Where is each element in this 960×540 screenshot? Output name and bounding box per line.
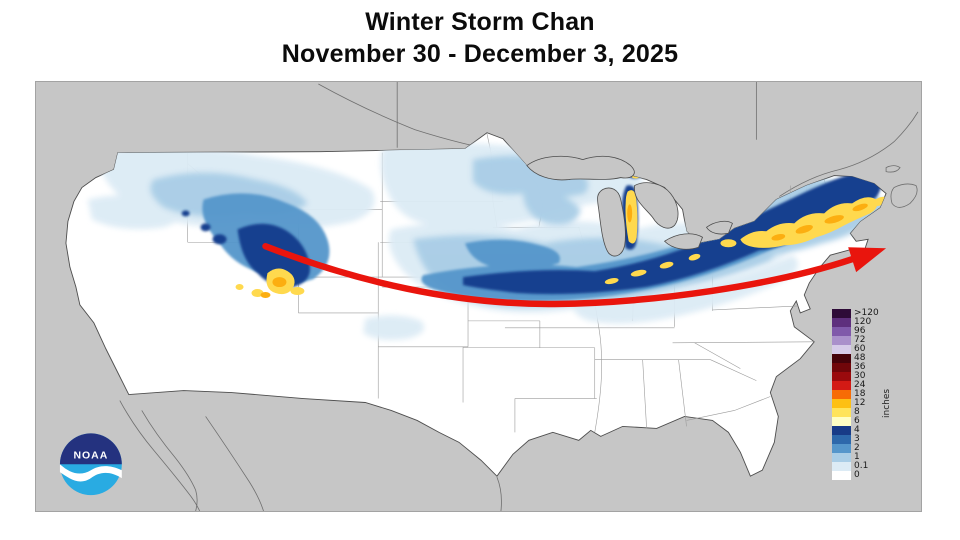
legend-label: 2	[854, 443, 860, 453]
legend-swatch	[832, 309, 851, 318]
snowfall-map: NOAA >120 120 96 72 60 48 36 30 24 18 12 8 6 4 3 2 1 0.1 0…	[35, 81, 922, 512]
legend-row: 2	[832, 444, 879, 453]
legend-label: 48	[854, 353, 866, 363]
legend-label: 8	[854, 407, 860, 417]
us-map-svg: NOAA	[36, 82, 921, 511]
legend-swatch	[832, 390, 851, 399]
legend-label: >120	[854, 308, 879, 318]
legend-label: 24	[854, 380, 866, 390]
legend-swatch	[832, 408, 851, 417]
legend-row: 4	[832, 426, 879, 435]
neighbor-country-lines	[119, 82, 919, 511]
noaa-gull-icon	[59, 464, 122, 482]
legend-label: 4	[854, 425, 860, 435]
legend-row: 0.1	[832, 462, 879, 471]
legend-label: 18	[854, 389, 866, 399]
legend-swatch	[832, 462, 851, 471]
legend-row: >120	[832, 309, 879, 318]
legend-label: 3	[854, 434, 860, 444]
legend-swatch	[832, 354, 851, 363]
legend-swatch	[832, 453, 851, 462]
noaa-logo: NOAA	[59, 433, 122, 496]
legend-row: 18	[832, 390, 879, 399]
legend-row: 48	[832, 354, 879, 363]
legend-row: 30	[832, 372, 879, 381]
legend-row: 1	[832, 453, 879, 462]
legend-label: 96	[854, 326, 866, 336]
legend-label: 0.1	[854, 461, 869, 471]
legend-swatch	[832, 444, 851, 453]
legend-label: 72	[854, 335, 866, 345]
legend-swatch	[832, 318, 851, 327]
page-subtitle: November 30 - December 3, 2025	[281, 40, 679, 68]
noaa-logo-text: NOAA	[73, 450, 108, 461]
legend-label: 6	[854, 416, 860, 426]
legend-swatch	[832, 372, 851, 381]
legend-label: 1	[854, 452, 860, 462]
legend-label: 0	[854, 470, 860, 480]
snowfall-legend: >120 120 96 72 60 48 36 30 24 18 12 8 6 4 3 2 1 0.1 0	[832, 309, 879, 480]
legend-row: 36	[832, 363, 879, 372]
title-block: Winter Storm Chan November 30 - December…	[0, 6, 960, 70]
legend-swatch	[832, 435, 851, 444]
page-title: Winter Storm Chan	[365, 8, 595, 36]
storm-track-arrow	[262, 242, 887, 308]
legend-swatch	[832, 426, 851, 435]
legend-swatch	[832, 417, 851, 426]
legend-row: 3	[832, 435, 879, 444]
legend-label: 12	[854, 398, 866, 408]
legend-swatch	[832, 381, 851, 390]
legend-swatch	[832, 345, 851, 354]
legend-row: 60	[832, 345, 879, 354]
legend-label: 36	[854, 362, 866, 372]
legend-swatch	[832, 336, 851, 345]
legend-swatch	[832, 399, 851, 408]
legend-row: 0	[832, 471, 879, 480]
legend-row: 12	[832, 399, 879, 408]
legend-row: 72	[832, 336, 879, 345]
legend-swatch	[832, 471, 851, 480]
legend-row: 24	[832, 381, 879, 390]
legend-row: 96	[832, 327, 879, 336]
legend-unit-label: inches	[882, 388, 892, 418]
legend-row: 8	[832, 408, 879, 417]
legend-swatch	[832, 363, 851, 372]
legend-row: 6	[832, 417, 879, 426]
legend-label: 120	[854, 317, 872, 327]
legend-label: 60	[854, 344, 866, 354]
legend-row: 120	[832, 318, 879, 327]
great-lakes	[526, 155, 733, 257]
legend-swatch	[832, 327, 851, 336]
legend-label: 30	[854, 371, 866, 381]
